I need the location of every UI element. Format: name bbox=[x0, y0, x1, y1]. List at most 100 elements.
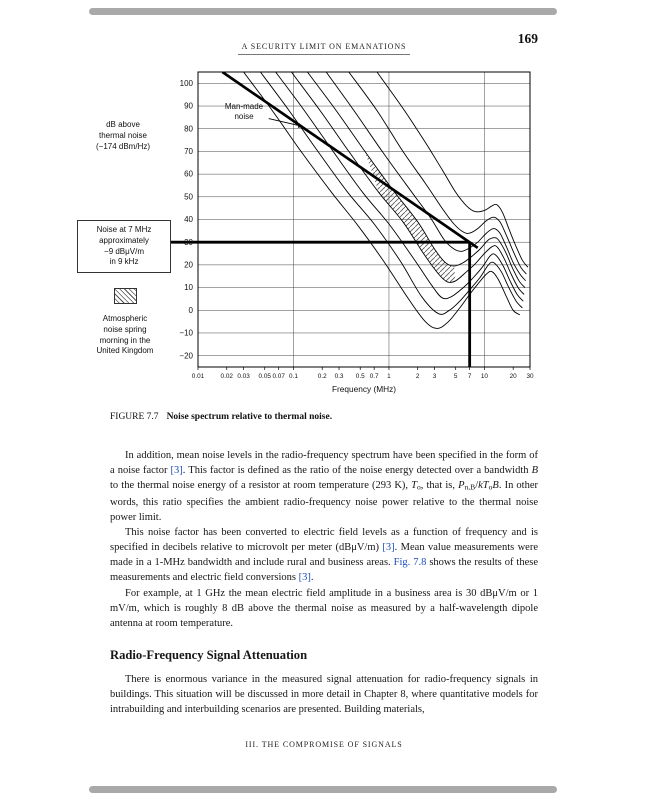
text-line: in 9 kHz bbox=[109, 257, 139, 267]
y-tick-label: 90 bbox=[184, 102, 193, 111]
text-line: (−174 dBm/Hz) bbox=[95, 141, 151, 151]
text-run: shows the results of these measurements … bbox=[110, 557, 539, 584]
paragraph: This noise factor has been converted to … bbox=[110, 525, 538, 585]
noise-curves bbox=[221, 72, 529, 329]
paragraph: In addition, mean noise levels in the ra… bbox=[110, 448, 538, 525]
citation-link[interactable]: [3] bbox=[298, 572, 311, 584]
manmade-arrow bbox=[268, 118, 304, 128]
text-run: to the thermal noise energy of a resisto… bbox=[110, 480, 412, 492]
text-line: noise spring bbox=[103, 324, 147, 334]
man-made-noise-curve bbox=[221, 72, 479, 250]
citation-link[interactable]: [3] bbox=[170, 465, 183, 477]
y-tick-label: 0 bbox=[189, 306, 194, 315]
text-line: thermal noise bbox=[98, 130, 148, 140]
text-run: For example, at 1 GHz the mean electric … bbox=[110, 587, 538, 629]
atmospheric-7-curve bbox=[348, 72, 527, 275]
y-tick-label: 50 bbox=[184, 192, 193, 201]
x-tick-label: 0.7 bbox=[370, 373, 379, 380]
y-tick-label: −10 bbox=[179, 329, 193, 338]
text-run: In addition, mean noise levels in the ra… bbox=[110, 450, 538, 477]
text-line: noise bbox=[234, 112, 254, 121]
plot-border bbox=[197, 71, 531, 368]
text-run: . This factor is defined as the ratio of… bbox=[182, 465, 532, 477]
x-tick-label: 0.2 bbox=[318, 373, 327, 380]
text-run: n,B bbox=[464, 482, 476, 492]
adjacent-page-edge-bottom bbox=[89, 786, 557, 793]
x-tick-label: 5 bbox=[454, 373, 458, 380]
citation-link[interactable]: [3] bbox=[382, 542, 395, 554]
caption-text: Noise spectrum relative to thermal noise… bbox=[166, 412, 333, 422]
running-title: A SECURITY LIMIT ON EMANATIONS bbox=[237, 42, 411, 55]
callout-box: Noise at 7 MHz approximately −9 dBμV/m in 9… bbox=[77, 220, 171, 274]
x-tick-label: 0.07 bbox=[272, 373, 285, 380]
y-tick-label: 100 bbox=[180, 79, 194, 88]
text-run: This noise factor has been converted to … bbox=[110, 527, 538, 554]
section-heading: Radio-Frequency Signal Attenuation bbox=[110, 647, 308, 662]
atmospheric-4-curve bbox=[291, 72, 525, 295]
text-run: P bbox=[458, 480, 465, 492]
atmospheric-8-curve bbox=[376, 72, 529, 268]
x-tick-label: 0.1 bbox=[289, 373, 298, 380]
x-tick-label: 0.01 bbox=[192, 373, 205, 380]
atmospheric-1-curve bbox=[243, 72, 521, 329]
y-tick-label: 70 bbox=[184, 147, 193, 156]
x-tick-label: 0.3 bbox=[335, 373, 344, 380]
paragraph: For example, at 1 GHz the mean electric … bbox=[110, 586, 538, 631]
atmospheric-5-curve bbox=[307, 72, 526, 288]
running-footer: III. THE COMPROMISE OF SIGNALS bbox=[245, 740, 403, 749]
hatched-region bbox=[364, 151, 456, 283]
text-line: dB above bbox=[106, 120, 140, 129]
x-tick-label: 7 bbox=[468, 373, 472, 380]
text-run: . In other words, this ratio specifies t… bbox=[110, 480, 539, 524]
text-line: United Kingdom bbox=[96, 346, 154, 356]
running-header: A SECURITY LIMIT ON EMANATIONS 169 bbox=[110, 31, 538, 55]
x-axis-title: Frequency (MHz) bbox=[332, 384, 396, 394]
x-tick-label: 30 bbox=[526, 373, 534, 380]
adjacent-page-edge-top bbox=[89, 8, 557, 15]
axis-labels: 0.01 0.02 0.03 0.05 0.07 0.1 0.2 0.3 0.5 0.7 1 2 3 5 7… bbox=[179, 79, 534, 394]
text-run: . Mean value measurements were made in a… bbox=[110, 542, 538, 569]
body-text: In addition, mean noise levels in the ra… bbox=[110, 448, 538, 717]
y-tick-label: 10 bbox=[184, 283, 193, 292]
x-tick-label: 20 bbox=[510, 373, 518, 380]
x-tick-label: 10 bbox=[481, 373, 489, 380]
manmade-noise-label: Man-made noise bbox=[213, 102, 275, 122]
text-run: / bbox=[475, 480, 479, 492]
x-tick-label: 0.02 bbox=[221, 373, 234, 380]
hatch-legend-swatch bbox=[114, 288, 137, 304]
citation-link[interactable]: Fig. 7.8 bbox=[393, 557, 427, 569]
text-run: There is enormous variance in the measur… bbox=[110, 673, 538, 716]
text-run: B bbox=[492, 480, 499, 492]
text-line: approximately bbox=[99, 235, 149, 245]
atmospheric-3-curve bbox=[275, 72, 524, 302]
y-tick-label: 60 bbox=[184, 170, 193, 179]
text-line: −9 dBμV/m bbox=[104, 246, 144, 256]
text-run: T bbox=[411, 480, 417, 492]
y-tick-label: 80 bbox=[184, 124, 193, 133]
page-number: 169 bbox=[517, 31, 538, 46]
text-run: kT bbox=[478, 480, 489, 492]
figure-7-7: 0.01 0.02 0.03 0.05 0.07 0.1 0.2 0.3 0.5 0.7 1 2 3 5 7… bbox=[75, 62, 540, 414]
x-tick-label: 0.03 bbox=[237, 373, 250, 380]
atmospheric-2-curve bbox=[260, 72, 523, 315]
figure-caption: FIGURE 7.7 Noise spectrum relative to the… bbox=[110, 412, 538, 422]
text-run: o bbox=[488, 482, 493, 492]
x-tick-label: 0.5 bbox=[356, 373, 365, 380]
y-tick-label: 40 bbox=[184, 215, 193, 224]
text-line: Atmospheric bbox=[102, 314, 148, 323]
y-tick-label: −20 bbox=[179, 351, 193, 360]
y-axis-label: dB above thermal noise (−174 dBm/Hz) bbox=[75, 120, 171, 152]
text-run: , that is, bbox=[420, 480, 459, 492]
x-tick-label: 3 bbox=[433, 373, 437, 380]
x-tick-label: 2 bbox=[416, 373, 420, 380]
text-line: Man-made bbox=[224, 102, 264, 111]
text-line: morning in the bbox=[99, 335, 151, 345]
y-tick-label: 20 bbox=[184, 260, 193, 269]
text-run: B bbox=[531, 465, 538, 477]
paragraph: There is enormous variance in the measur… bbox=[110, 672, 538, 717]
noise-spectrum-chart: 0.01 0.02 0.03 0.05 0.07 0.1 0.2 0.3 0.5 0.7 1 2 3 5 7… bbox=[171, 71, 534, 394]
text-run: . bbox=[310, 572, 314, 584]
x-tick-label: 1 bbox=[387, 373, 391, 380]
y-tick-label: 30 bbox=[184, 238, 193, 247]
